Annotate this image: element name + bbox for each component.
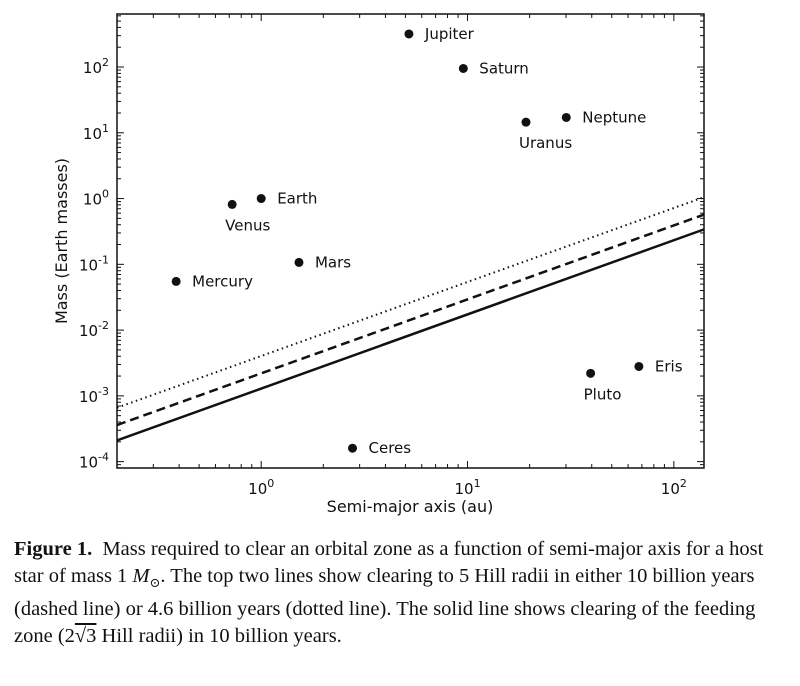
solid-line	[116, 228, 705, 442]
y-tick-base: 10	[79, 388, 98, 406]
x-tick-label: 102	[661, 477, 687, 498]
series-lines	[116, 196, 705, 442]
point-label-uranus: Uranus	[519, 134, 572, 152]
dotted-line	[116, 196, 705, 409]
y-tick-label: 10-3	[79, 385, 109, 406]
x-axis-label: Semi-major axis (au)	[327, 497, 494, 516]
x-tick-label: 100	[248, 477, 274, 498]
plot-frame	[116, 13, 705, 469]
point-label-pluto: Pluto	[584, 385, 622, 403]
y-tick-label: 102	[83, 56, 109, 77]
point-ceres	[348, 443, 358, 453]
y-tick-base: 10	[79, 322, 98, 340]
point-label-mars: Mars	[315, 253, 351, 271]
caption-text-3: Hill radii) in 10 billion years.	[96, 625, 342, 648]
y-tick-base: 10	[83, 59, 102, 77]
y-tick-exp: 0	[102, 188, 109, 201]
y-tick-base: 10	[83, 191, 102, 209]
point-mars	[294, 257, 304, 267]
caption-msun: M	[132, 565, 150, 587]
y-tick-exp: 1	[102, 122, 109, 135]
point-venus	[227, 199, 237, 209]
x-tick-base: 10	[661, 480, 680, 498]
point-label-earth: Earth	[277, 190, 317, 208]
y-tick-exp: -4	[98, 451, 109, 464]
point-saturn	[458, 63, 468, 73]
point-label-saturn: Saturn	[479, 59, 529, 77]
x-tick-label: 101	[454, 477, 480, 498]
point-label-mercury: Mercury	[192, 272, 253, 290]
x-tick-base: 10	[454, 480, 473, 498]
x-tick-exp: 1	[474, 477, 481, 490]
point-label-neptune: Neptune	[582, 108, 646, 126]
y-tick-exp: -1	[98, 253, 109, 266]
y-tick-base: 10	[79, 256, 98, 274]
y-tick-label: 10-1	[79, 253, 109, 274]
point-eris	[634, 361, 644, 371]
y-axis-label: Mass (Earth masses)	[52, 158, 71, 324]
point-jupiter	[404, 29, 414, 39]
y-tick-exp: -2	[98, 319, 109, 332]
caption-text-2: . The top two lines show clearing to 5 H…	[14, 565, 756, 648]
point-label-venus: Venus	[225, 216, 270, 234]
y-tick-label: 10-2	[79, 319, 109, 340]
y-tick-label: 101	[83, 122, 109, 143]
x-tick-exp: 0	[267, 477, 274, 490]
point-neptune	[561, 112, 571, 122]
caption-sqrt: √3	[74, 625, 97, 648]
caption-label: Figure 1.	[14, 538, 93, 560]
x-tick-base: 10	[248, 480, 267, 498]
x-tick-exp: 2	[680, 477, 687, 490]
figure-caption: Figure 1. Mass required to clear an orbi…	[14, 536, 794, 650]
point-label-jupiter: Jupiter	[424, 25, 475, 43]
y-tick-label: 10-4	[79, 451, 109, 472]
y-tick-exp: -3	[98, 385, 109, 398]
point-earth	[256, 194, 266, 204]
y-tick-label: 100	[83, 188, 109, 209]
y-tick-exp: 2	[102, 56, 109, 69]
caption-sun-symbol: ⊙	[149, 575, 161, 591]
dashed-line	[116, 213, 705, 427]
point-uranus	[521, 117, 531, 127]
point-pluto	[586, 368, 596, 378]
y-tick-base: 10	[83, 125, 102, 143]
caption-text-1: Mass required to clear an orbital zone a…	[14, 538, 764, 587]
point-label-eris: Eris	[655, 357, 683, 375]
y-tick-base: 10	[79, 454, 98, 472]
point-label-ceres: Ceres	[369, 439, 412, 457]
point-mercury	[171, 276, 181, 286]
